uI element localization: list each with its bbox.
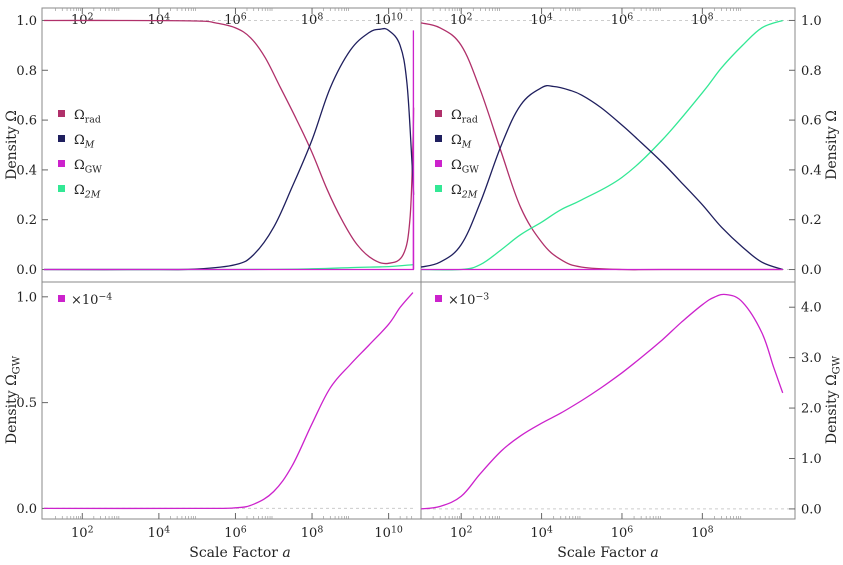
x-tick-label: 108 (691, 11, 714, 28)
legend-swatch-multiplier (58, 295, 65, 302)
series-line-GW (420, 293, 784, 510)
y-tick-label: 0.2 (801, 213, 822, 228)
x-tick-label: 106 (611, 11, 634, 28)
plot-frame (41, 7, 796, 520)
panel-bottom-right: 102 104 106 108 0.0 1.0 2.0 3.0 4.0 ×10−3 (420, 291, 822, 541)
series-line-GW (43, 292, 414, 510)
legend-swatch-rad (435, 110, 442, 117)
y-tick-label: 0.8 (801, 64, 822, 79)
ylabel-bottom-right: Density ΩGW (824, 355, 843, 444)
y-tick-label: 0.0 (801, 502, 822, 517)
series-line-twoM (420, 19, 783, 271)
x-tick-label: 102 (71, 11, 94, 28)
x-tick-label: 102 (71, 524, 94, 541)
legend-swatch-GW (435, 160, 442, 167)
legend-label-twoM: Ω2M (451, 183, 478, 200)
legend-label-GW: ΩGW (74, 158, 102, 175)
series-line-rad (43, 19, 415, 265)
legend-label-GW: ΩGW (451, 158, 479, 175)
y-tick-label: 4.0 (801, 301, 822, 316)
y-tick-label: 1.0 (801, 14, 822, 29)
legend-label-twoM: Ω2M (74, 183, 101, 200)
x-tick-label: 104 (148, 524, 171, 541)
series-line-M (43, 27, 415, 271)
y-tick-label: 0.0 (16, 263, 37, 278)
y-tick-label: 0.4 (16, 163, 37, 178)
x-tick-label: 102 (450, 524, 473, 541)
x-tick-label: 106 (224, 524, 247, 541)
legend-label-M: ΩM (451, 133, 472, 150)
xlabel-left: Scale Factor a (189, 545, 291, 561)
legend-swatch-multiplier (435, 295, 442, 302)
x-tick-label: 104 (530, 11, 553, 28)
legend-swatch-rad (58, 110, 65, 117)
y-tick-label: 0.8 (16, 64, 37, 79)
y-tick-label: 3.0 (801, 351, 822, 366)
y-tick-label: 1.0 (16, 14, 37, 29)
ylabel-top-right: Density Ω (824, 110, 840, 180)
y-tick-label: 1.0 (16, 290, 37, 305)
panel-bottom-left: 102 104 106 108 1010 0.0 0.5 1.0 ×10−4 (16, 290, 414, 541)
legend-label-rad: Ωrad (74, 108, 101, 125)
x-tick-label: 106 (224, 11, 247, 28)
ylabel-bottom-left: Density ΩGW (4, 355, 23, 444)
legend-label-M: ΩM (74, 133, 95, 150)
y-tick-label: 0.0 (801, 263, 822, 278)
xlabel-right: Scale Factor a (557, 545, 659, 561)
x-tick-label: 108 (301, 11, 324, 28)
x-tick-label: 102 (450, 11, 473, 28)
series-line-GW (44, 30, 415, 271)
y-tick-label: 0.4 (801, 163, 822, 178)
y-tick-label: 0.6 (16, 114, 37, 129)
ylabel-top-left: Density Ω (4, 110, 20, 180)
legend-swatch-twoM (58, 185, 65, 192)
panel-top-left: 102 104 106 108 1010 0.0 0.2 0.4 0.6 0.8 1.0 Ωrad ΩM… (16, 8, 415, 278)
legend-swatch-twoM (435, 185, 442, 192)
x-tick-label: 104 (530, 524, 553, 541)
multiplier-label: ×10−3 (448, 291, 489, 308)
y-tick-label: 0.0 (16, 502, 37, 517)
x-tick-label: 1010 (374, 524, 402, 541)
legend-swatch-GW (58, 160, 65, 167)
y-tick-label: 1.0 (801, 452, 822, 467)
y-tick-label: 0.5 (16, 396, 37, 411)
x-tick-label: 104 (148, 11, 171, 28)
x-tick-label: 108 (691, 524, 714, 541)
legend-swatch-M (58, 135, 65, 142)
x-tick-label: 106 (611, 524, 634, 541)
y-tick-label: 0.6 (801, 114, 822, 129)
x-tick-label: 1010 (374, 11, 402, 28)
x-tick-label: 108 (301, 524, 324, 541)
legend-label-rad: Ωrad (451, 108, 478, 125)
legend-swatch-M (435, 135, 442, 142)
y-tick-label: 0.2 (16, 213, 37, 228)
y-tick-label: 2.0 (801, 402, 822, 417)
series-line-M (420, 84, 783, 271)
multiplier-label: ×10−4 (71, 291, 112, 308)
panel-top-right: 102 104 106 108 0.0 0.2 0.4 0.6 0.8 1.0 Ωrad ΩM ΩGW Ω… (420, 8, 822, 278)
